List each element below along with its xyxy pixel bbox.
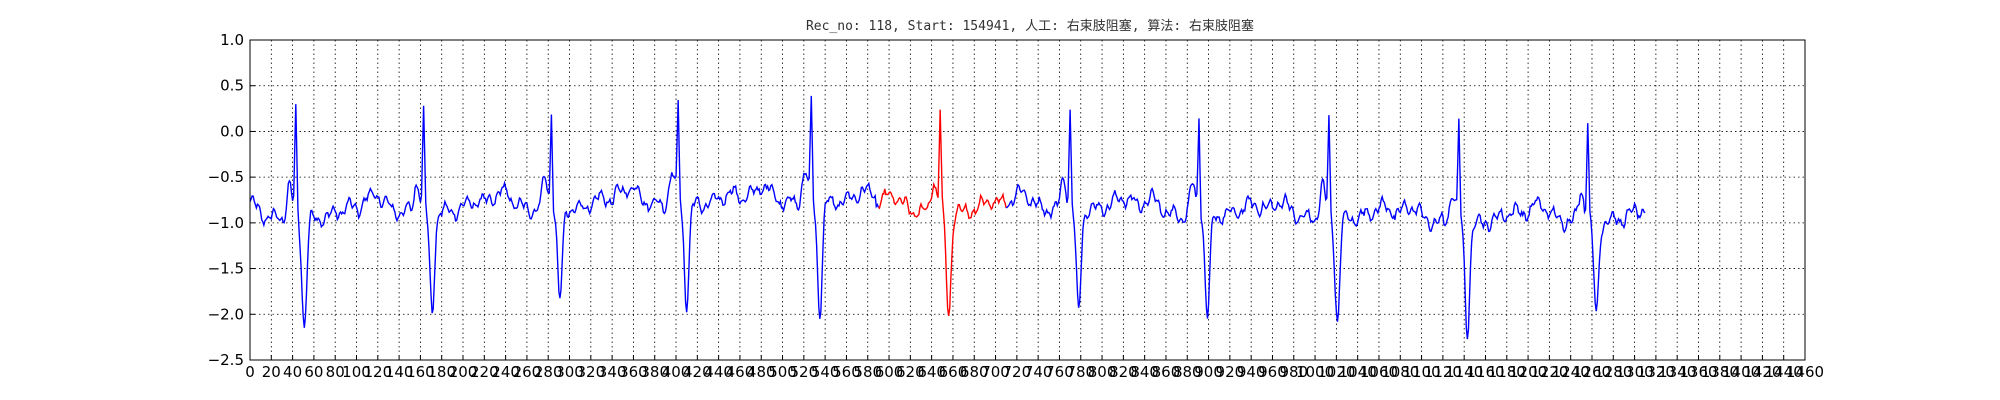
x-tick-label: 1220 (1530, 363, 1568, 381)
x-tick-label: 1440 (1765, 363, 1803, 381)
x-tick-label: 1340 (1658, 363, 1696, 381)
x-tick-label: 1320 (1637, 363, 1675, 381)
x-tick-label: 280 (534, 363, 563, 381)
x-tick-label: 1000 (1296, 363, 1334, 381)
y-tick-label: 1.0 (220, 31, 244, 49)
ecg-trace-highlight (877, 109, 1007, 316)
x-tick-label: 500 (768, 363, 797, 381)
x-tick-label: 300 (555, 363, 584, 381)
x-tick-label: 1080 (1381, 363, 1419, 381)
x-tick-label: 940 (1237, 363, 1266, 381)
x-tick-label: 880 (1173, 363, 1202, 381)
x-tick-label: 540 (811, 363, 840, 381)
x-tick-label: 560 (832, 363, 861, 381)
x-tick-label: 1420 (1743, 363, 1781, 381)
ecg-trace (249, 95, 880, 328)
x-tick-label: 760 (1045, 363, 1074, 381)
x-tick-label: 320 (577, 363, 606, 381)
y-tick-label: −1.0 (208, 214, 244, 232)
x-tick-label: 920 (1216, 363, 1245, 381)
x-tick-label: 260 (513, 363, 542, 381)
x-tick-label: 1040 (1339, 363, 1377, 381)
x-tick-label: 240 (491, 363, 520, 381)
x-tick-label: 1100 (1402, 363, 1440, 381)
x-tick-label: 700 (981, 363, 1010, 381)
x-tick-label: 980 (1279, 363, 1308, 381)
x-tick-label: 620 (896, 363, 925, 381)
x-tick-label: 1400 (1722, 363, 1760, 381)
x-tick-label: 800 (1088, 363, 1117, 381)
chart-title: Rec_no: 118, Start: 154941, 人工: 右束肢阻塞, 算… (806, 18, 1254, 34)
y-tick-label: −0.5 (208, 168, 244, 186)
x-tick-label: 720 (1003, 363, 1032, 381)
x-tick-label: 960 (1258, 363, 1287, 381)
x-axis: 0 20 40 60 801001201401601802002202402602803… (245, 355, 1824, 381)
x-tick-label: 820 (1109, 363, 1138, 381)
x-tick-label: 840 (1130, 363, 1159, 381)
y-tick-label: −1.5 (208, 260, 244, 278)
x-tick-label: 740 (1024, 363, 1053, 381)
y-tick-label: 0.5 (220, 77, 244, 95)
x-tick-label: 360 (619, 363, 648, 381)
x-tick-label: 1460 (1786, 363, 1824, 381)
x-tick-label: 20 (262, 363, 281, 381)
x-tick-label: 100 (342, 363, 371, 381)
x-tick-label: 180 (427, 363, 456, 381)
x-tick-label: 220 (470, 363, 499, 381)
x-tick-label: 780 (1066, 363, 1095, 381)
x-tick-label: 1280 (1594, 363, 1632, 381)
x-tick-label: 640 (917, 363, 946, 381)
x-tick-label: 680 (960, 363, 989, 381)
x-tick-label: 480 (747, 363, 776, 381)
y-axis: −2.5 −2.0 −1.5 −1.0 −0.5 0.0 0.5 1.0 (208, 31, 255, 369)
x-tick-label: 1180 (1488, 363, 1526, 381)
x-tick-label: 40 (283, 363, 302, 381)
x-tick-label: 520 (790, 363, 819, 381)
x-tick-label: 1020 (1317, 363, 1355, 381)
x-tick-label: 420 (683, 363, 712, 381)
x-tick-label: 1120 (1424, 363, 1462, 381)
x-tick-label: 380 (640, 363, 669, 381)
x-tick-label: 60 (304, 363, 323, 381)
x-tick-label: 1380 (1701, 363, 1739, 381)
ecg-trace (1005, 109, 1646, 340)
x-tick-label: 200 (449, 363, 478, 381)
x-tick-label: 580 (853, 363, 882, 381)
x-tick-label: 1160 (1466, 363, 1504, 381)
x-tick-label: 140 (385, 363, 414, 381)
x-tick-label: 1060 (1360, 363, 1398, 381)
y-tick-label: −2.5 (208, 351, 244, 369)
plot-frame (249, 39, 1806, 361)
x-tick-label: 0 (245, 363, 255, 381)
x-tick-label: 460 (726, 363, 755, 381)
x-tick-label: 120 (363, 363, 392, 381)
x-tick-label: 660 (939, 363, 968, 381)
y-tick-label: 0.0 (220, 122, 244, 140)
x-tick-label: 1140 (1445, 363, 1483, 381)
x-tick-label: 900 (1194, 363, 1223, 381)
ecg-signal (249, 95, 1646, 340)
x-tick-label: 400 (662, 363, 691, 381)
x-tick-label: 80 (326, 363, 345, 381)
x-tick-label: 1260 (1573, 363, 1611, 381)
x-tick-label: 340 (598, 363, 627, 381)
x-tick-label: 1240 (1552, 363, 1590, 381)
x-tick-label: 160 (406, 363, 435, 381)
x-tick-label: 860 (1152, 363, 1181, 381)
x-tick-label: 1200 (1509, 363, 1547, 381)
x-tick-label: 440 (704, 363, 733, 381)
x-tick-label: 600 (875, 363, 904, 381)
x-tick-label: 1300 (1615, 363, 1653, 381)
y-tick-label: −2.0 (208, 305, 244, 323)
x-tick-label: 1360 (1679, 363, 1717, 381)
grid-lines (250, 40, 1805, 360)
